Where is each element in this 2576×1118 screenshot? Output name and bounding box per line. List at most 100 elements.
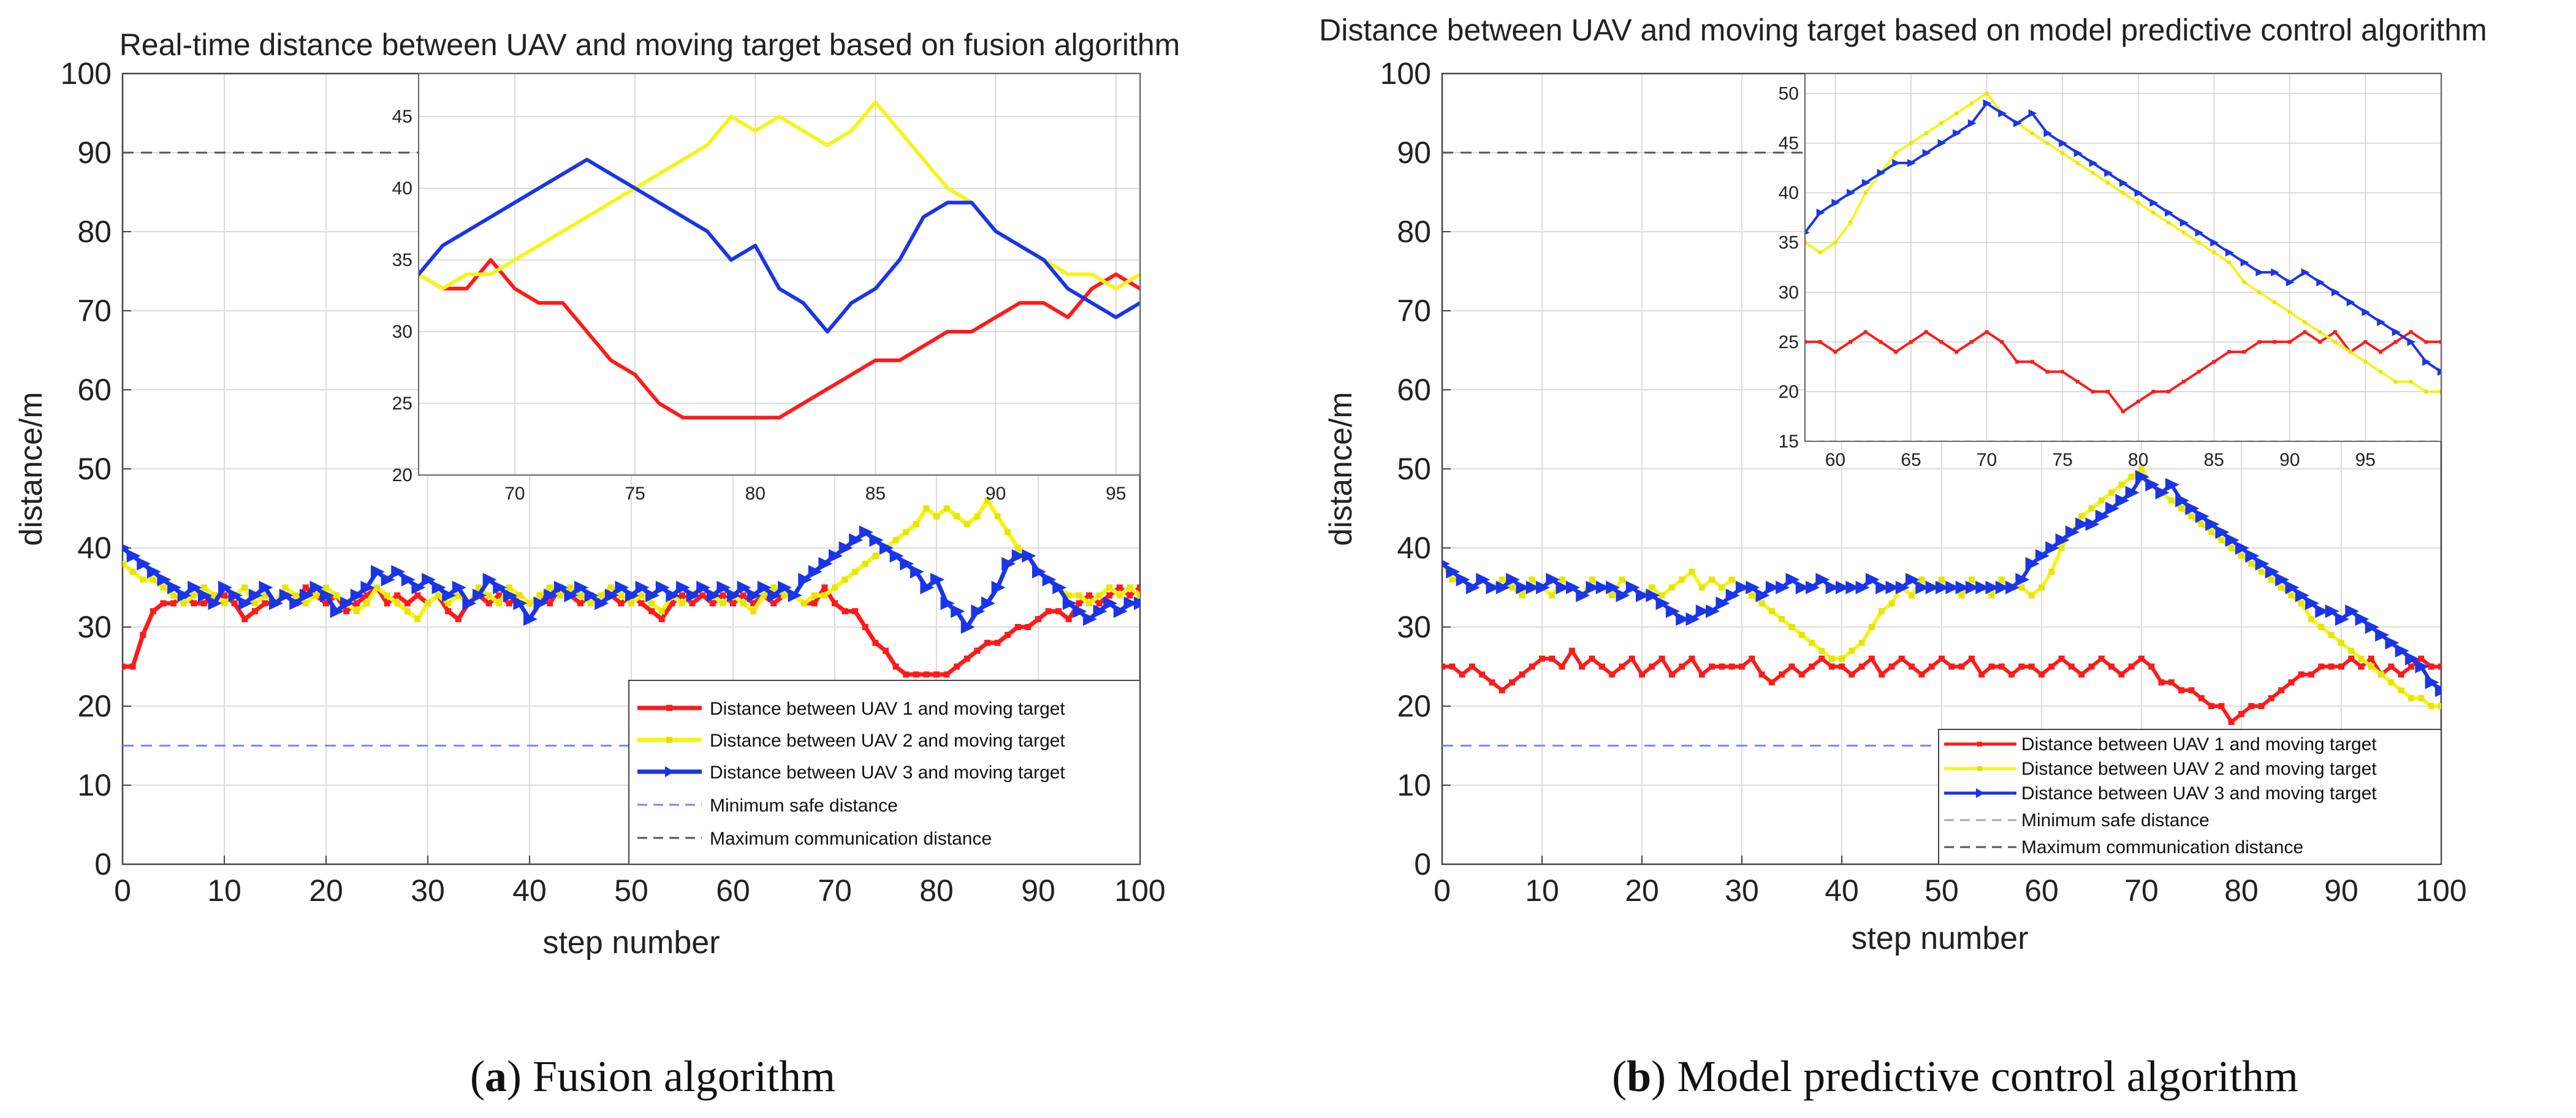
data-point	[1446, 565, 1461, 579]
inset-x-tick-label: 60	[1825, 450, 1845, 470]
data-point	[679, 592, 685, 599]
inset-data-point	[2271, 268, 2279, 276]
inset-data-point	[2179, 218, 2189, 227]
data-point	[808, 565, 823, 579]
inset-series-uav1	[1805, 330, 2441, 414]
data-point	[1559, 576, 1565, 583]
data-point	[557, 592, 563, 599]
legend-label: Minimum safe distance	[2021, 810, 2209, 831]
data-point	[2298, 671, 2304, 678]
data-point	[1137, 584, 1140, 591]
data-point	[1848, 647, 1855, 654]
inset-y-tick-label: 20	[392, 465, 412, 485]
inset-data-point	[1863, 191, 1867, 195]
data-point	[1998, 576, 2005, 583]
data-point	[1625, 580, 1640, 595]
inset-data-point	[2030, 131, 2034, 135]
data-point	[1076, 600, 1082, 607]
data-point	[1116, 592, 1123, 599]
inset-data-point	[2121, 191, 2125, 195]
data-point	[1905, 572, 1920, 587]
axis-ticks: 0 10 20 30 40 50 60 70 80 90 100 0 10 20 30 40 50 60 70 80 9…	[1380, 56, 2467, 908]
data-point	[788, 588, 802, 603]
legend: Distance between UAV 1 and moving target…	[628, 680, 1141, 865]
data-point	[1776, 580, 1790, 595]
data-point	[829, 549, 843, 563]
data-point	[2168, 497, 2175, 504]
data-point	[1875, 580, 1890, 595]
data-point	[1639, 671, 1645, 678]
data-point	[2088, 505, 2095, 512]
caption-text: Fusion algorithm	[521, 1052, 835, 1101]
data-point	[2178, 687, 2185, 694]
data-point	[1968, 576, 1975, 583]
data-point	[262, 600, 268, 607]
y-tick-label: 30	[77, 610, 112, 644]
data-point	[2105, 501, 2120, 515]
data-point	[191, 600, 197, 607]
data-point	[1955, 580, 1970, 595]
data-point	[422, 572, 436, 587]
data-point	[2198, 521, 2205, 528]
data-point	[859, 525, 873, 539]
data-point	[903, 671, 910, 678]
data-point	[1936, 580, 1950, 595]
data-point	[1035, 616, 1041, 623]
data-point	[587, 600, 594, 607]
inset-data-point	[2318, 340, 2322, 344]
data-point	[170, 592, 177, 599]
data-point	[2128, 473, 2135, 480]
data-point	[991, 580, 1006, 595]
data-point	[1486, 580, 1500, 595]
data-point	[1005, 631, 1011, 638]
data-point	[302, 600, 309, 607]
x-tick-label: 80	[919, 873, 954, 908]
inset-x-tick-label: 85	[2204, 450, 2224, 470]
data-point	[513, 596, 528, 610]
inset-x-tick-label: 95	[2355, 450, 2376, 470]
data-point	[2068, 663, 2075, 670]
data-point	[2078, 671, 2085, 678]
data-point	[2048, 663, 2055, 670]
inset-data-point	[2089, 159, 2098, 167]
data-point	[889, 549, 904, 563]
caption-letter: b	[1627, 1052, 1652, 1101]
data-point	[2428, 663, 2434, 670]
data-point	[547, 584, 553, 591]
data-point	[1968, 655, 1975, 662]
inset-data-point	[2181, 230, 2186, 235]
data-point	[1539, 655, 1545, 662]
data-point	[1739, 663, 1745, 670]
data-point	[699, 592, 706, 599]
data-point	[595, 596, 609, 610]
data-point	[2315, 604, 2330, 618]
data-point	[533, 596, 548, 610]
data-point	[900, 557, 914, 571]
data-point	[821, 584, 828, 591]
data-point	[302, 584, 309, 591]
series-layer	[1442, 466, 2441, 725]
data-point	[2188, 513, 2195, 520]
data-point	[981, 596, 995, 610]
data-point	[1646, 588, 1660, 603]
inset-series-layer	[419, 100, 1140, 420]
data-point	[852, 568, 859, 575]
inset-data-point	[1969, 340, 1974, 344]
data-point	[1965, 580, 1980, 595]
data-point	[1719, 663, 1725, 670]
data-point	[676, 580, 690, 595]
y-tick-label: 70	[77, 294, 112, 328]
legend-entry-uav2: Distance between UAV 2 and moving target	[1944, 759, 2377, 779]
inset-y-tick-label: 40	[392, 178, 412, 199]
series-uav1	[1442, 647, 2441, 725]
data-point	[1456, 572, 1470, 587]
inset-data-point	[2409, 330, 2413, 334]
data-point	[2375, 628, 2390, 642]
inset-data-point	[2151, 389, 2156, 394]
data-point	[910, 565, 924, 579]
data-point	[1658, 592, 1665, 599]
data-point	[960, 620, 975, 634]
inset-data-point	[2439, 389, 2441, 394]
data-point	[974, 647, 981, 654]
inset-data-point	[2165, 208, 2173, 217]
